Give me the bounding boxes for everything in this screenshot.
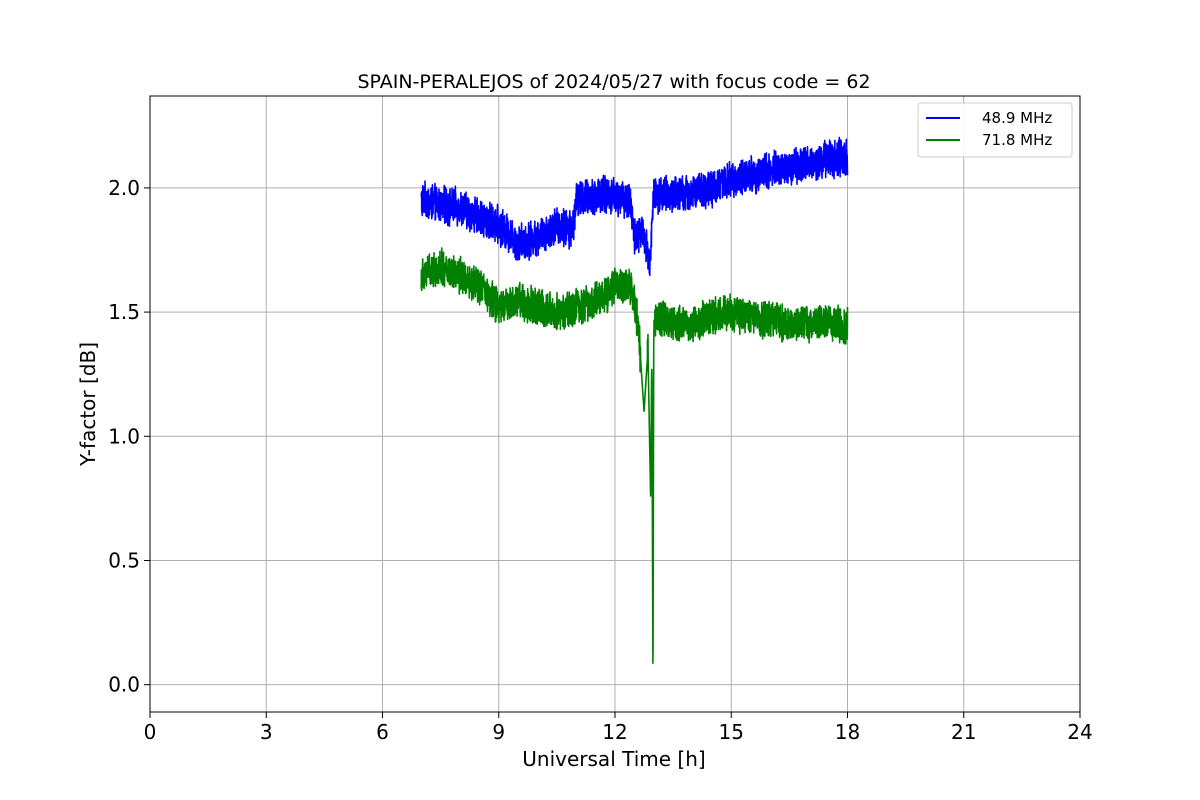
legend: 48.9 MHz 71.8 MHz: [917, 102, 1073, 158]
y-axis-ticks: 0.0 0.5 1.0 1.5 2.0: [108, 176, 150, 697]
x-tick-label: 24: [1067, 720, 1092, 744]
x-tick-label: 9: [492, 720, 505, 744]
legend-label-71-8-mhz: 71.8 MHz: [982, 131, 1052, 149]
series-lines: [420, 136, 849, 664]
x-tick-label: 18: [835, 720, 860, 744]
x-tick-label: 12: [602, 720, 627, 744]
y-tick-label: 1.0: [108, 424, 140, 448]
x-tick-label: 0: [144, 720, 157, 744]
legend-box: [917, 102, 1073, 158]
series-line-71-8-mhz: [420, 247, 849, 664]
x-axis-label: Universal Time [h]: [522, 747, 705, 771]
legend-label-48-9-mhz: 48.9 MHz: [982, 109, 1052, 127]
x-axis-ticks: 0 3 6 9 12 15 18 21 24: [144, 712, 1093, 744]
y-axis-label: Y-factor [dB]: [76, 342, 100, 467]
chart-title: SPAIN-PERALEJOS of 2024/05/27 with focus…: [357, 71, 870, 93]
y-tick-label: 1.5: [108, 300, 140, 324]
series-line-48-9-mhz: [420, 136, 849, 277]
y-tick-label: 0.0: [108, 673, 140, 697]
x-tick-label: 3: [260, 720, 273, 744]
y-tick-label: 0.5: [108, 548, 140, 572]
x-tick-label: 15: [719, 720, 744, 744]
x-tick-label: 21: [951, 720, 976, 744]
x-tick-label: 6: [376, 720, 389, 744]
y-tick-label: 2.0: [108, 176, 140, 200]
